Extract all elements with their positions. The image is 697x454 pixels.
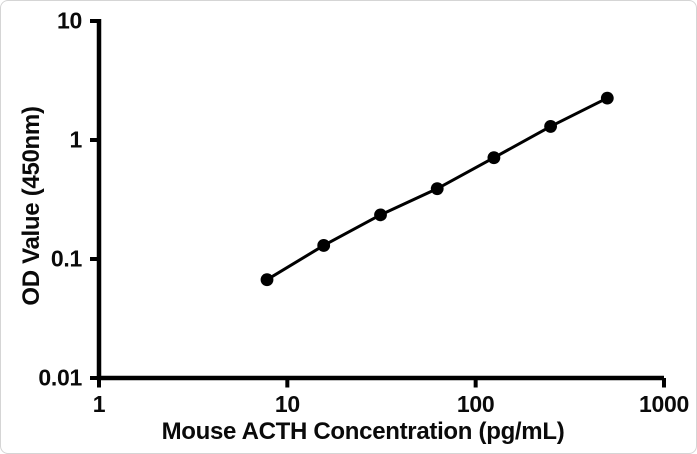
y-tick-label: 0.1: [51, 246, 83, 272]
y-axis-title: OD Value (450nm): [18, 106, 45, 305]
axes: [96, 19, 664, 381]
x-tick-label: 1: [93, 391, 106, 417]
x-tick-label: 100: [457, 391, 494, 417]
data-point: [600, 91, 614, 105]
axis-ticks: [90, 19, 666, 388]
y-tick-label: 1: [70, 127, 83, 153]
data-point: [374, 208, 387, 222]
data-point: [487, 151, 501, 165]
data-point: [544, 120, 558, 133]
x-tick-label: 10: [275, 391, 300, 417]
tick-labels: 10 1 0.1 0.01 1 10 100 1000: [38, 8, 689, 418]
x-axis-title: Mouse ACTH Concentration (pg/mL): [162, 418, 565, 445]
x-tick-label: 1000: [639, 391, 689, 417]
y-tick-label: 10: [57, 8, 82, 34]
data-series: [260, 91, 614, 287]
data-point: [430, 182, 444, 196]
y-tick-label: 0.01: [38, 365, 82, 391]
data-point: [260, 273, 274, 287]
axis-spine: [96, 19, 664, 381]
data-point: [317, 239, 331, 252]
